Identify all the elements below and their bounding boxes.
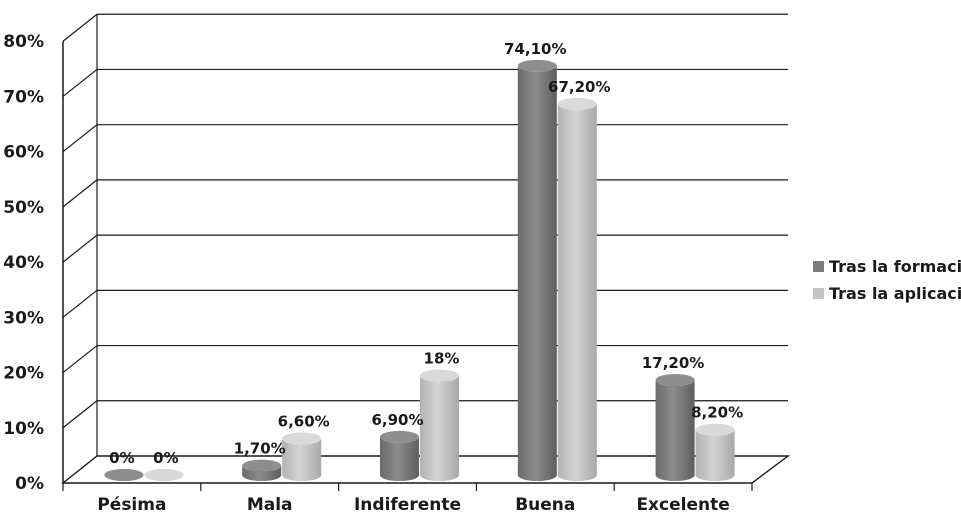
y-axis: 0% 10% 20% 30% 40% 50% 60% 70% 80%	[3, 14, 98, 494]
data-label: 18%	[424, 350, 460, 368]
gridline	[62, 179, 788, 208]
data-label: 6,60%	[278, 413, 330, 431]
y-tick-label: 60%	[3, 143, 44, 163]
y-tick-label: 40%	[3, 253, 44, 273]
data-label: 8,20%	[691, 404, 743, 422]
gridline	[62, 289, 788, 318]
legend-label: Tras la aplicación	[829, 284, 961, 303]
bar	[282, 432, 322, 482]
bar	[144, 469, 184, 481]
data-label: 0%	[109, 449, 134, 467]
data-label: 1,70%	[234, 440, 286, 458]
legend-item: Tras la aplicación	[813, 284, 961, 303]
gridline	[62, 124, 788, 153]
x-tick-label: Excelente	[636, 495, 729, 515]
bar	[104, 469, 144, 481]
y-tick-label: 70%	[3, 87, 44, 107]
x-tick-label: Mala	[247, 495, 293, 515]
data-label: 74,10%	[504, 40, 566, 58]
y-tick-label: 0%	[15, 474, 44, 494]
data-label: 0%	[153, 449, 178, 467]
data-labels: 0% 0% 1,70% 6,60% 6,90% 18% 74,10% 67,20% 17,20%…	[109, 40, 743, 467]
bars	[104, 59, 735, 482]
bar	[655, 374, 695, 482]
gridline	[62, 234, 788, 263]
data-label: 6,90%	[371, 411, 423, 429]
x-axis: Pésima Mala Indiferente Buena Excelente	[62, 483, 753, 515]
bar	[517, 59, 557, 482]
legend-label: Tras la formación	[829, 257, 961, 276]
data-label: 17,20%	[642, 354, 704, 372]
legend: Tras la formación Tras la aplicación	[813, 257, 961, 303]
bar	[380, 430, 419, 482]
x-tick-label: Buena	[515, 495, 575, 515]
y-tick-label: 30%	[3, 308, 44, 328]
gridline	[62, 68, 788, 97]
legend-swatch	[813, 261, 824, 272]
bar	[242, 459, 282, 481]
gridline	[62, 13, 788, 42]
bar	[695, 423, 735, 482]
y-tick-label: 80%	[3, 32, 44, 52]
x-tick-label: Indiferente	[354, 495, 461, 515]
legend-swatch	[813, 288, 824, 299]
x-tick-label: Pésima	[97, 495, 166, 515]
bar	[557, 97, 597, 482]
data-label: 67,20%	[548, 78, 610, 96]
bar	[420, 369, 459, 482]
y-tick-label: 50%	[3, 198, 44, 218]
y-tick-label: 20%	[3, 364, 44, 384]
y-tick-label: 10%	[3, 419, 44, 439]
legend-item: Tras la formación	[813, 257, 961, 276]
